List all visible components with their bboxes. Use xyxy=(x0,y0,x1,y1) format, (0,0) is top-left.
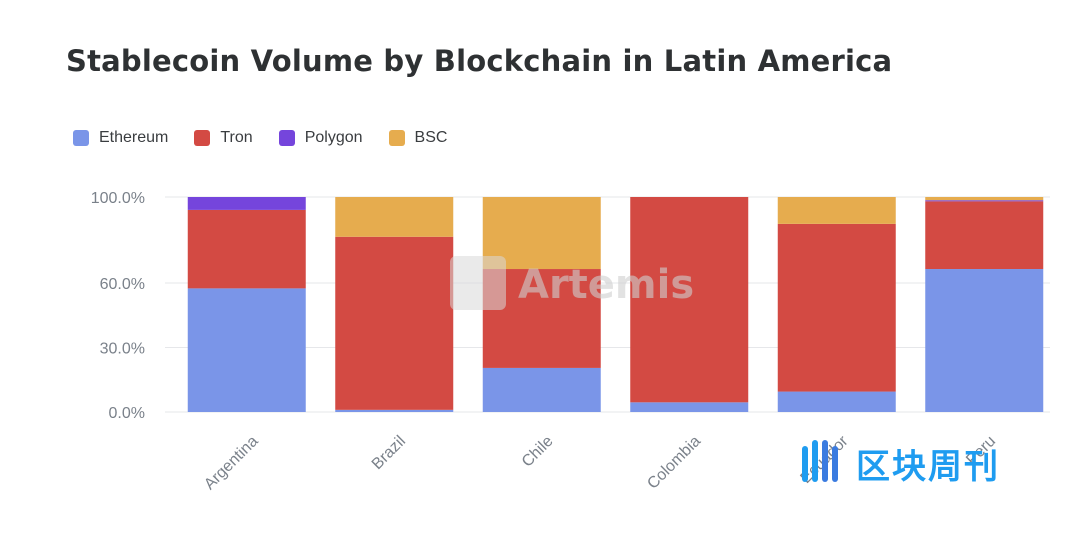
artemis-logo-icon xyxy=(450,256,506,310)
bar-ethereum-chile xyxy=(482,367,601,412)
legend-swatch-bsc xyxy=(388,130,405,146)
legend-label-tron: Tron xyxy=(220,129,253,146)
legend-item-tron[interactable]: Tron xyxy=(194,129,253,147)
site-watermark: 区块周刊 xyxy=(798,438,1000,488)
bar-bsc-ecuador xyxy=(777,197,896,224)
bar-tron-colombia xyxy=(630,197,749,403)
legend-swatch-polygon xyxy=(278,130,295,146)
legend-label-ethereum: Ethereum xyxy=(99,129,169,146)
bar-ethereum-argentina xyxy=(187,288,306,412)
x-tick-label: Argentina xyxy=(201,433,262,494)
bar-polygon-argentina xyxy=(187,197,306,210)
bar-tron-peru xyxy=(925,201,1044,270)
legend-swatch-tron xyxy=(194,130,211,146)
artemis-watermark-text: Artemis xyxy=(518,262,694,308)
x-tick-label: Colombia xyxy=(644,433,704,493)
bar-ethereum-brazil xyxy=(335,409,454,412)
bar-bsc-brazil xyxy=(335,197,454,237)
legend-item-ethereum[interactable]: Ethereum xyxy=(73,129,168,147)
x-tick-label: Chile xyxy=(519,433,557,471)
site-watermark-text: 区块周刊 xyxy=(856,446,1000,487)
x-tick-label: Brazil xyxy=(369,433,409,473)
bar-ethereum-peru xyxy=(925,269,1044,412)
legend-swatch-ethereum xyxy=(73,130,89,146)
y-tick-label: 100.0% xyxy=(91,190,145,207)
site-logo-icon xyxy=(802,440,838,482)
legend-item-bsc[interactable]: BSC xyxy=(388,129,448,147)
bar-bsc-peru xyxy=(925,197,1044,201)
legend-item-polygon[interactable]: Polygon xyxy=(278,129,363,147)
y-tick-label: 30.0% xyxy=(100,341,145,358)
bar-tron-argentina xyxy=(187,209,306,289)
y-tick-label: 60.0% xyxy=(100,276,145,293)
chart-legend: Ethereum Tron Polygon BSC xyxy=(73,129,473,147)
bar-tron-ecuador xyxy=(777,223,896,392)
chart-title: Stablecoin Volume by Blockchain in Latin… xyxy=(66,44,893,78)
legend-label-polygon: Polygon xyxy=(304,129,363,146)
bar-ethereum-ecuador xyxy=(777,391,896,412)
bar-polygon-peru xyxy=(925,200,1044,202)
bar-tron-brazil xyxy=(335,236,454,410)
y-tick-label: 0.0% xyxy=(109,405,145,422)
legend-label-bsc: BSC xyxy=(414,129,448,146)
artemis-watermark: Artemis xyxy=(450,256,694,310)
bar-ethereum-colombia xyxy=(630,402,749,412)
